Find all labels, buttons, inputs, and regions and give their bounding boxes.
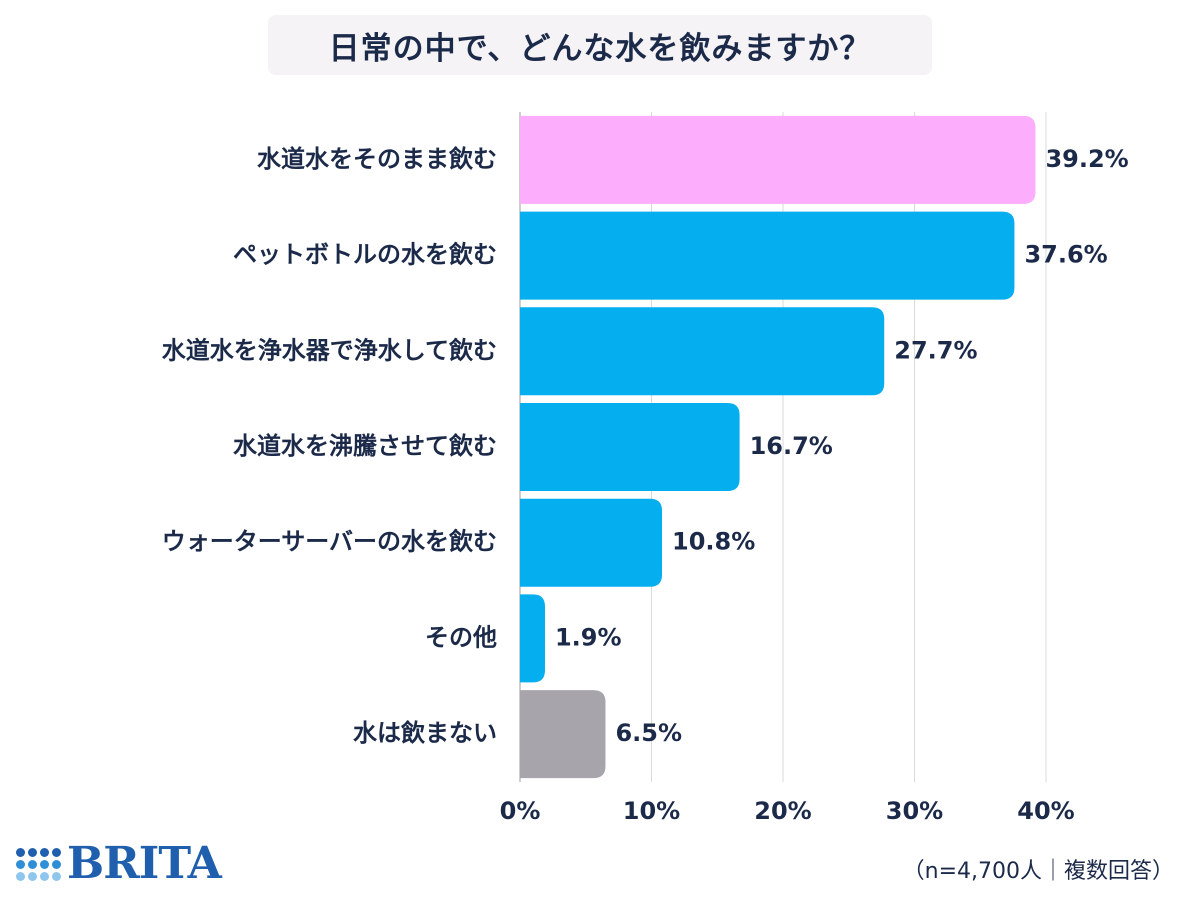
bar bbox=[520, 594, 545, 683]
data-label: 1.9% bbox=[555, 623, 622, 651]
x-tick-label: 0% bbox=[500, 797, 541, 825]
logo-dot bbox=[52, 871, 61, 881]
category-label: ウォーターサーバーの水を飲む bbox=[162, 528, 497, 556]
bar bbox=[520, 690, 606, 779]
logo-dot bbox=[28, 871, 37, 881]
category-label: 水道水を浄水器で浄水して飲む bbox=[162, 336, 497, 364]
category-label: その他 bbox=[425, 623, 497, 651]
logo-dot bbox=[40, 859, 49, 869]
category-label: 水は飲まない bbox=[353, 719, 497, 747]
data-label: 10.8% bbox=[672, 528, 755, 556]
logo-dot bbox=[16, 871, 25, 881]
brita-dots-icon bbox=[16, 847, 61, 881]
category-label: 水道水をそのまま飲む bbox=[257, 145, 497, 173]
bar bbox=[520, 403, 740, 491]
x-tick-label: 40% bbox=[1017, 797, 1074, 825]
x-tick-label: 30% bbox=[886, 797, 943, 825]
data-label: 16.7% bbox=[750, 432, 833, 460]
bar bbox=[520, 211, 1015, 300]
brita-logo-text: BRITA bbox=[67, 838, 222, 889]
data-label: 27.7% bbox=[894, 336, 977, 364]
bar bbox=[520, 115, 1036, 204]
category-label: 水道水を沸騰させて飲む bbox=[233, 432, 497, 460]
logo-dot bbox=[16, 847, 25, 857]
data-label: 39.2% bbox=[1045, 145, 1128, 173]
logo-dot bbox=[28, 859, 37, 869]
chart-title: 日常の中で、どんな水を飲みますか？ bbox=[328, 30, 872, 67]
category-label: ペットボトルの水を飲む bbox=[233, 241, 497, 269]
sample-size-note: （n=4,700人｜複数回答） bbox=[902, 859, 1174, 884]
x-tick-label: 10% bbox=[623, 797, 680, 825]
x-tick-label: 20% bbox=[754, 797, 811, 825]
chart-title-box: 日常の中で、どんな水を飲みますか？ bbox=[268, 15, 932, 75]
logo-dot bbox=[28, 847, 37, 857]
bar bbox=[520, 498, 663, 587]
logo-dot bbox=[40, 847, 49, 857]
logo-dot bbox=[52, 847, 61, 857]
logo-dot bbox=[52, 859, 61, 869]
bar bbox=[520, 307, 885, 396]
data-label: 37.6% bbox=[1024, 241, 1107, 269]
data-label: 6.5% bbox=[615, 719, 682, 747]
brita-logo: BRITA bbox=[16, 838, 222, 889]
logo-dot bbox=[16, 859, 25, 869]
logo-dot bbox=[40, 871, 49, 881]
